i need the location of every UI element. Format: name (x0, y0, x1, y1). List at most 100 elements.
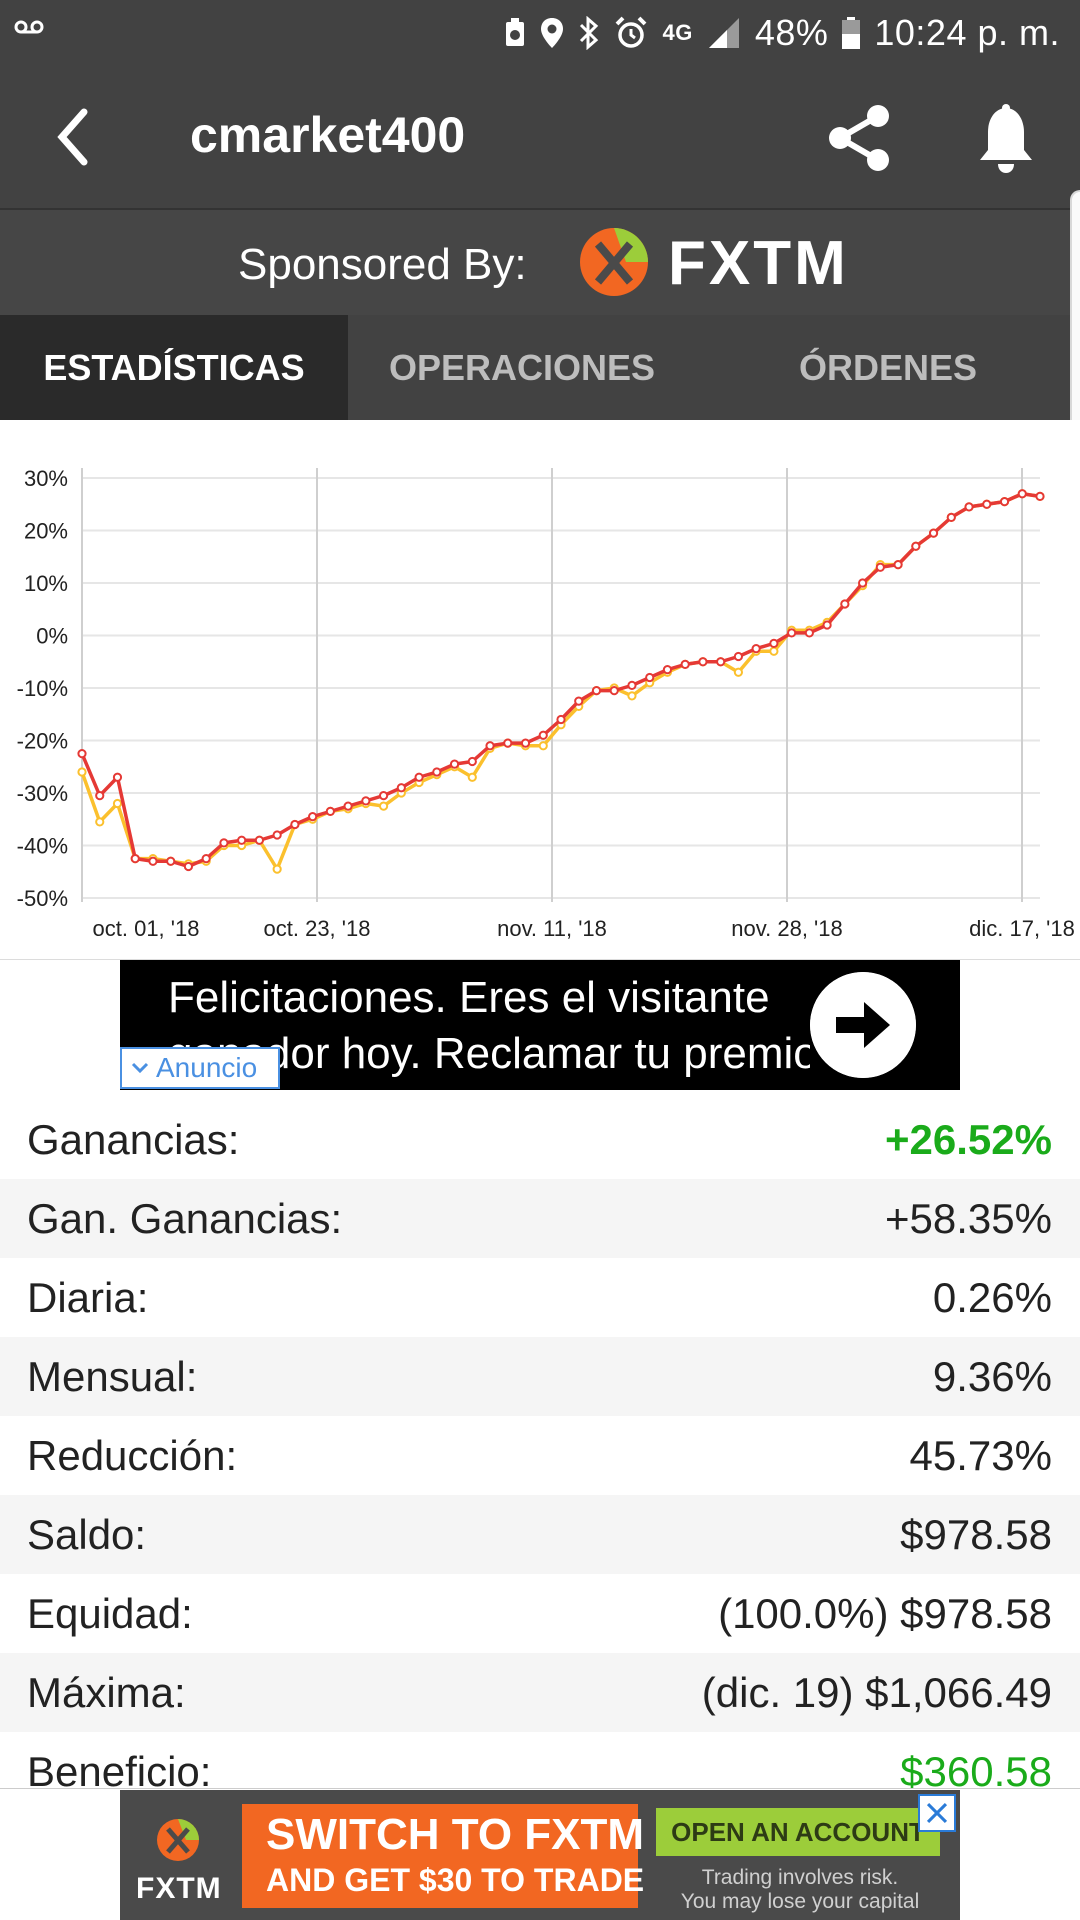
chart-svg: 30% 20% 10% 0% -10% -20% -30% -40% -50% oct. 01, … (17, 466, 1075, 941)
data-point (95, 817, 105, 827)
data-point (857, 578, 868, 588)
data-point (467, 772, 477, 782)
series-line (80, 492, 1041, 869)
stat-row-gan-ganancias: Gan. Ganancias: +58.35% (0, 1179, 1080, 1258)
open-account-button[interactable]: OPEN AN ACCOUNT (656, 1808, 940, 1856)
data-point (308, 812, 318, 822)
data-saver-icon (506, 18, 525, 46)
stat-row-diaria: Diaria: 0.26% (0, 1258, 1080, 1337)
tab-ordenes[interactable]: ÓRDENES (798, 346, 978, 388)
data-point (538, 730, 548, 740)
data-point (396, 783, 406, 793)
data-point (769, 638, 779, 648)
data-point (840, 599, 850, 609)
bottom-ad-headline-1: SWITCH TO FXTM (266, 1810, 645, 1859)
stat-value: +58.35% (885, 1194, 1052, 1242)
data-point (911, 541, 921, 551)
fxtm-logo-icon (157, 1819, 199, 1861)
share-icon[interactable] (820, 98, 900, 178)
ad-label-chip[interactable]: Anuncio (120, 1047, 280, 1089)
data-point (112, 798, 123, 809)
data-point (698, 657, 708, 667)
stat-label: Gan. Ganancias: (27, 1194, 343, 1242)
stat-value: +26.52% (885, 1115, 1052, 1163)
data-point (733, 667, 744, 677)
stat-row-maxima: Máxima: (dic. 19) $1,066.49 (0, 1653, 1080, 1732)
data-point (95, 791, 105, 801)
stat-label: Máxima: (27, 1668, 186, 1716)
bottom-ad[interactable]: FXTM SWITCH TO FXTM AND GET $30 TO TRADE… (120, 1790, 960, 1920)
page-title: cmarket400 (190, 107, 466, 163)
x-tick-label: dic. 17, '18 (969, 916, 1075, 941)
status-icons: 4G 48% 10:24 p. m. (504, 8, 1060, 58)
data-point (751, 644, 761, 654)
data-point (538, 741, 548, 751)
tab-estadisticas[interactable]: ESTADÍSTICAS (0, 315, 348, 420)
stat-row-ganancias: Ganancias: +26.52% (0, 1100, 1080, 1179)
app-bar: cmarket400 (0, 64, 1080, 210)
x-tick-label: oct. 01, '18 (93, 916, 200, 941)
tab-bar: ESTADÍSTICAS OPERACIONES ÓRDENES (0, 315, 1080, 420)
clock: 10:24 p. m. (874, 12, 1060, 53)
arrow-right-icon[interactable] (810, 972, 916, 1078)
voicemail-icon (14, 20, 44, 34)
fxtm-logo-icon (580, 228, 648, 296)
data-point (343, 801, 353, 811)
data-point (662, 665, 673, 675)
data-point (378, 791, 389, 801)
data-point (378, 801, 389, 811)
bluetooth-icon (580, 16, 599, 50)
stat-value: $360.58 (900, 1747, 1052, 1795)
sponsor-brand: FXTM (668, 229, 849, 298)
risk-warning-2: You may lose your capital (680, 1890, 920, 1913)
ad-banner[interactable]: Felicitaciones. Eres el visitante ganado… (120, 960, 960, 1090)
data-point (964, 502, 974, 512)
stat-value: $978.58 (900, 1510, 1052, 1558)
stat-value: (dic. 19) $1,066.49 (701, 1668, 1052, 1716)
network-type: 4G (662, 20, 693, 45)
data-point (556, 714, 566, 725)
y-tick-label: 30% (24, 466, 68, 491)
ad-text: Felicitaciones. Eres el visitante ganado… (168, 970, 928, 1082)
stat-label: Mensual: (27, 1352, 198, 1400)
data-point (272, 830, 282, 840)
y-tick-label: 0% (36, 624, 68, 649)
data-point (1017, 489, 1027, 499)
ad-label: Anuncio (156, 1052, 258, 1083)
data-point (520, 738, 531, 748)
performance-chart: 30% 20% 10% 0% -10% -20% -30% -40% -50% oct. 01, … (0, 420, 1080, 960)
data-point (485, 741, 495, 751)
data-point (219, 838, 229, 848)
series-line (80, 492, 1041, 871)
data-point (733, 651, 744, 662)
stat-label: Ganancias: (27, 1115, 240, 1163)
data-point (77, 749, 87, 759)
data-point (999, 497, 1010, 507)
stat-row-equidad: Equidad: (100.0%) $978.58 (0, 1574, 1080, 1653)
data-point (237, 835, 247, 845)
sponsor-label: Sponsored By: (238, 240, 527, 289)
sponsor-bar[interactable]: Sponsored By: FXTM (0, 210, 1080, 315)
alarm-icon (616, 16, 647, 48)
tab-operaciones[interactable]: OPERACIONES (388, 346, 656, 388)
status-bar: 4G 48% 10:24 p. m. (0, 0, 1080, 64)
bottom-ad-headline-2: AND GET $30 TO TRADE (266, 1862, 645, 1898)
stat-value: 45.73% (909, 1431, 1052, 1479)
data-point (893, 560, 903, 570)
back-icon[interactable] (40, 102, 110, 172)
bell-icon[interactable] (966, 100, 1046, 180)
data-point (272, 864, 282, 874)
y-tick-label: -40% (17, 834, 68, 859)
stat-label: Beneficio: (27, 1747, 212, 1795)
data-point (645, 672, 655, 683)
data-point (609, 686, 619, 696)
ad-line-1: Felicitaciones. Eres el visitante (168, 973, 770, 1022)
close-icon[interactable] (918, 1794, 956, 1832)
stat-label: Equidad: (27, 1589, 193, 1637)
data-point (946, 512, 956, 522)
data-point (574, 696, 584, 706)
data-point (325, 806, 335, 816)
risk-warning-1: Trading involves risk. (701, 1866, 899, 1889)
data-point (769, 646, 779, 656)
stat-value: 0.26% (932, 1273, 1052, 1321)
